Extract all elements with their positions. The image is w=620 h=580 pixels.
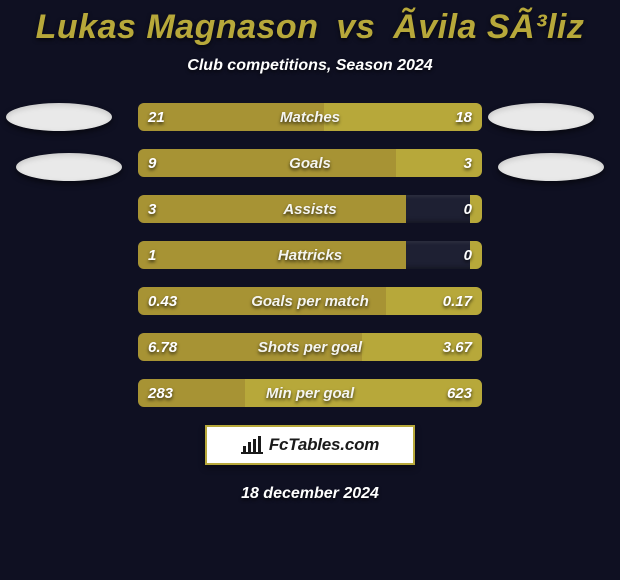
- page-title: Lukas Magnason vs Ãvila SÃ³liz: [0, 0, 620, 47]
- metric-label: Goals: [138, 149, 482, 177]
- player2-name: Ãvila SÃ³liz: [393, 8, 584, 46]
- stat-row: 6.783.67Shots per goal: [138, 333, 482, 361]
- metric-label: Assists: [138, 195, 482, 223]
- metric-label: Goals per match: [138, 287, 482, 315]
- badge-brand-text: FcTables.com: [269, 435, 379, 455]
- stat-row: 2118Matches: [138, 103, 482, 131]
- metric-label: Min per goal: [138, 379, 482, 407]
- shadow-ellipse: [488, 103, 594, 131]
- shadow-ellipse: [498, 153, 604, 181]
- fctables-badge[interactable]: FcTables.com: [205, 425, 415, 465]
- metric-label: Matches: [138, 103, 482, 131]
- subtitle: Club competitions, Season 2024: [0, 57, 620, 75]
- metric-label: Hattricks: [138, 241, 482, 269]
- chart-bars-icon: [241, 436, 263, 454]
- player1-name: Lukas Magnason: [36, 8, 319, 46]
- comparison-chart: 2118Matches 93Goals 30Assists 10Hattricks 0.…: [0, 103, 620, 407]
- stat-row: 0.430.17Goals per match: [138, 287, 482, 315]
- vs-text: vs: [336, 8, 375, 46]
- stat-row: 283623Min per goal: [138, 379, 482, 407]
- footer-date: 18 december 2024: [0, 485, 620, 503]
- stat-row: 30Assists: [138, 195, 482, 223]
- stat-row: 93Goals: [138, 149, 482, 177]
- shadow-ellipse: [16, 153, 122, 181]
- stat-row: 10Hattricks: [138, 241, 482, 269]
- metric-label: Shots per goal: [138, 333, 482, 361]
- shadow-ellipse: [6, 103, 112, 131]
